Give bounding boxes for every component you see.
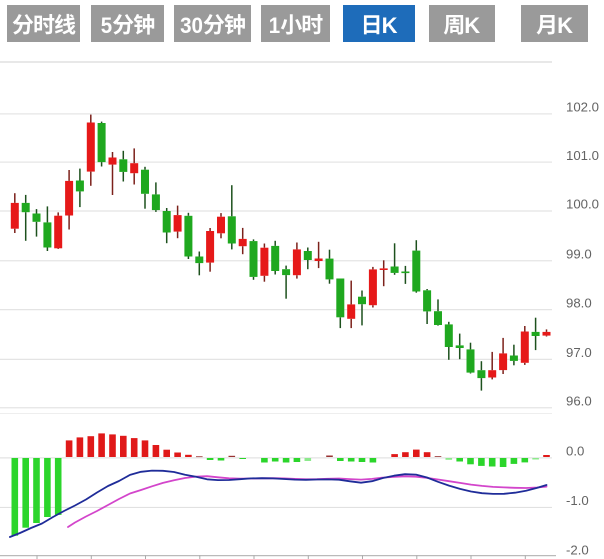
svg-text:-2.0: -2.0 [566,543,589,558]
svg-text:-1.0: -1.0 [566,493,589,508]
svg-text:100.0: 100.0 [566,197,599,212]
svg-text:5: 5 [101,13,112,38]
svg-text:99.0: 99.0 [566,247,592,262]
svg-text:98.0: 98.0 [566,295,592,310]
svg-text:30: 30 [180,13,203,38]
svg-text:K: K [464,13,480,38]
svg-text:0.0: 0.0 [566,444,584,459]
svg-text:K: K [557,13,573,38]
svg-text:101.0: 101.0 [566,148,599,163]
svg-text:1: 1 [268,13,279,38]
svg-text:102.0: 102.0 [566,100,599,115]
svg-text:96.0: 96.0 [566,394,592,409]
svg-text:K: K [381,13,397,38]
svg-text:97.0: 97.0 [566,345,592,360]
